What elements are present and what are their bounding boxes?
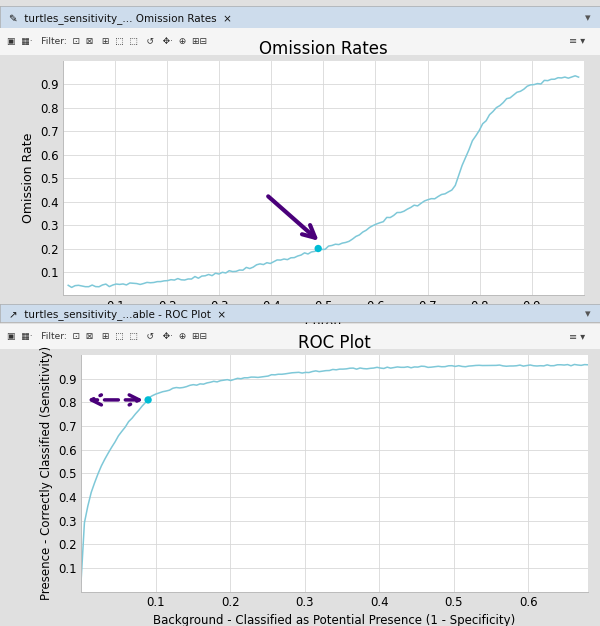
Text: ✎  turtles_sensitivity_... Omission Rates  ×: ✎ turtles_sensitivity_... Omission Rates… (9, 13, 232, 24)
Y-axis label: Omission Rate: Omission Rate (22, 133, 35, 223)
X-axis label: Background - Classified as Potential Presence (1 - Specificity): Background - Classified as Potential Pre… (154, 614, 515, 626)
Title: ROC Plot: ROC Plot (298, 334, 371, 352)
Text: ≡ ▾: ≡ ▾ (569, 332, 585, 342)
Y-axis label: Presence - Correctly Classified (Sensitivity): Presence - Correctly Classified (Sensiti… (40, 346, 53, 600)
Point (313, 244, 323, 254)
Point (143, 395, 153, 405)
Text: ↗  turtles_sensitivity_...able - ROC Plot  ×: ↗ turtles_sensitivity_...able - ROC Plot… (9, 309, 226, 320)
Text: ▣  ▦·   Filter:  ⊡  ⊠   ⊞  ⬚  ⬚   ↺   ✥·  ⊕  ⊞⊟: ▣ ▦· Filter: ⊡ ⊠ ⊞ ⬚ ⬚ ↺ ✥· ⊕ ⊞⊟ (7, 332, 207, 341)
X-axis label: Cutoff: Cutoff (304, 318, 343, 331)
Text: ≡ ▾: ≡ ▾ (569, 36, 585, 46)
Text: ▾: ▾ (586, 14, 591, 24)
Title: Omission Rates: Omission Rates (259, 40, 388, 58)
Text: ▣  ▦·   Filter:  ⊡  ⊠   ⊞  ⬚  ⬚   ↺   ✥·  ⊕  ⊞⊟: ▣ ▦· Filter: ⊡ ⊠ ⊞ ⬚ ⬚ ↺ ✥· ⊕ ⊞⊟ (7, 37, 207, 46)
Text: ▾: ▾ (586, 309, 591, 319)
